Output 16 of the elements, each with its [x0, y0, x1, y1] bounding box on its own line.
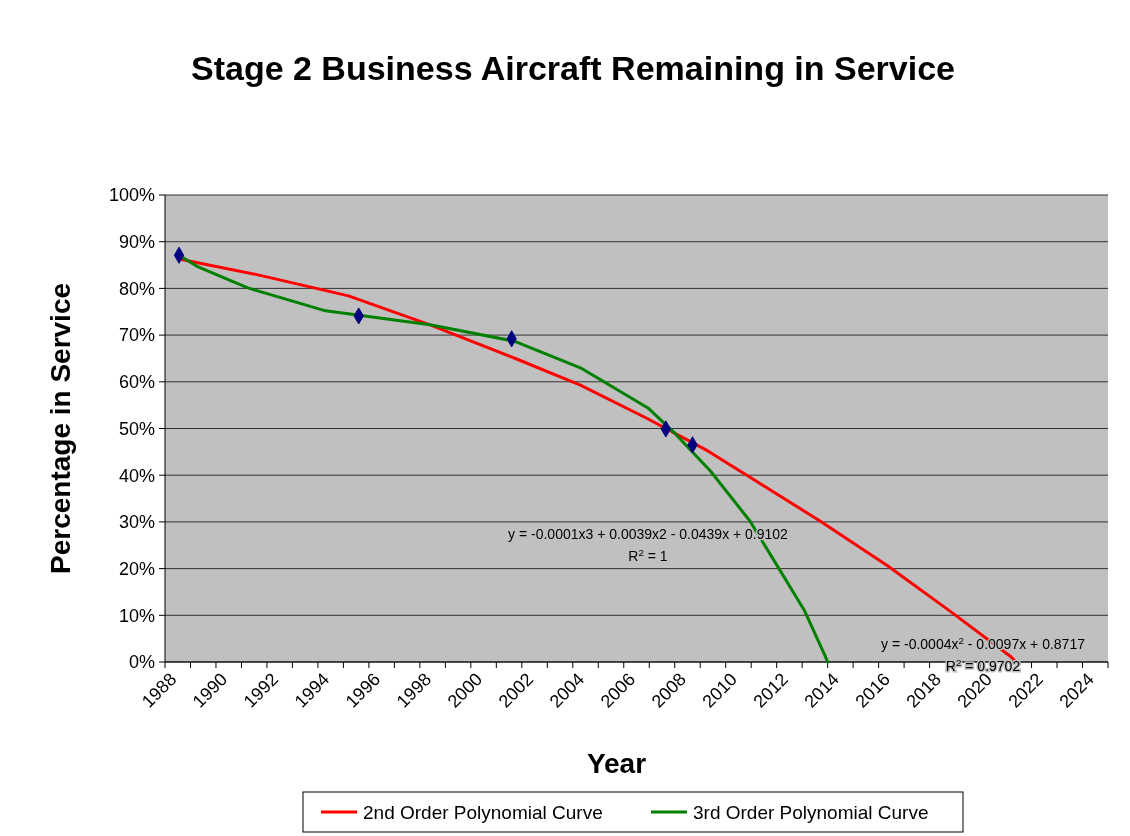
x-axis-title: Year [586, 748, 647, 779]
y-tick-label: 30% [118, 512, 155, 533]
y-tick-label: 40% [118, 465, 155, 486]
legend-label: 2nd Order Polynomial Curve [363, 801, 603, 823]
y-tick-label: 0% [128, 652, 155, 673]
chart-title: Stage 2 Business Aircraft Remaining in Service [190, 49, 956, 87]
legend-label: 3rd Order Polynomial Curve [693, 801, 929, 823]
y-tick-label: 50% [118, 418, 155, 439]
y-axis-title: Percentage in Service [45, 282, 76, 575]
y-tick-label: 20% [118, 558, 155, 579]
y-tick-label: 100% [108, 185, 155, 206]
y-tick-label: 80% [118, 278, 155, 299]
y-tick-label: 60% [118, 372, 155, 393]
y-tick-label: 70% [118, 325, 155, 346]
y-tick-label: 90% [118, 232, 155, 252]
y-tick-label: 10% [118, 605, 155, 626]
